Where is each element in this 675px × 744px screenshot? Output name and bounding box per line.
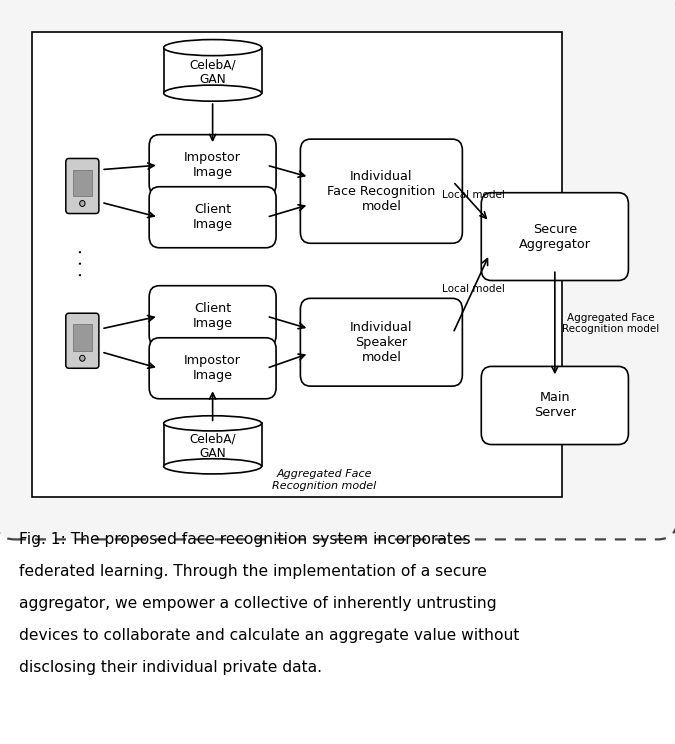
FancyBboxPatch shape [149,338,276,399]
Polygon shape [163,48,261,93]
Text: Main
Server: Main Server [534,391,576,420]
Ellipse shape [163,416,261,431]
Text: Impostor
Image: Impostor Image [184,151,241,179]
FancyBboxPatch shape [481,367,628,445]
FancyBboxPatch shape [149,187,276,248]
Text: Local model: Local model [442,283,505,294]
Text: devices to collaborate and calculate an aggregate value without: devices to collaborate and calculate an … [19,628,519,643]
Polygon shape [163,423,261,466]
FancyBboxPatch shape [0,0,675,539]
Text: Aggregated Face
Recognition model: Aggregated Face Recognition model [562,312,659,335]
Text: federated learning. Through the implementation of a secure: federated learning. Through the implemen… [19,564,487,579]
Ellipse shape [163,39,261,56]
Text: Fig. 1: The proposed face recognition system incorporates: Fig. 1: The proposed face recognition sy… [19,532,470,547]
Text: Client
Image: Client Image [192,203,233,231]
Bar [73,324,92,351]
Text: CelebA/
GAN: CelebA/ GAN [189,432,236,461]
Ellipse shape [163,459,261,474]
Text: CelebA/
GAN: CelebA/ GAN [189,58,236,86]
FancyBboxPatch shape [65,313,99,368]
Text: Individual
Speaker
model: Individual Speaker model [350,321,412,364]
Text: disclosing their individual private data.: disclosing their individual private data… [19,660,322,675]
FancyBboxPatch shape [481,193,628,280]
Text: Individual
Face Recognition
model: Individual Face Recognition model [327,170,435,213]
FancyBboxPatch shape [149,135,276,196]
Bar [73,170,92,196]
Circle shape [80,356,85,362]
FancyBboxPatch shape [32,32,562,497]
Ellipse shape [163,85,261,101]
Text: Impostor
Image: Impostor Image [184,354,241,382]
FancyBboxPatch shape [300,139,462,243]
FancyBboxPatch shape [65,158,99,214]
Text: Client
Image: Client Image [192,302,233,330]
Text: Local model: Local model [442,190,505,200]
FancyBboxPatch shape [149,286,276,347]
Text: Aggregated Face
Recognition model: Aggregated Face Recognition model [272,469,376,491]
Text: · · ·: · · · [74,248,91,277]
Text: aggregator, we empower a collective of inherently untrusting: aggregator, we empower a collective of i… [19,596,497,611]
Text: Secure
Aggregator: Secure Aggregator [519,222,591,251]
FancyBboxPatch shape [300,298,462,386]
Circle shape [80,200,85,206]
